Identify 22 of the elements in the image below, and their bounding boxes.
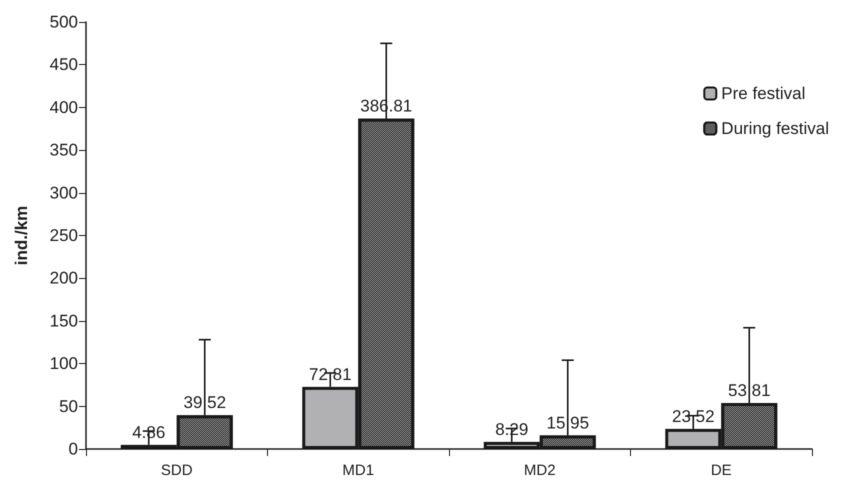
y-tick-label: 200 xyxy=(50,268,78,288)
y-tick-label: 50 xyxy=(59,396,78,416)
y-tick-label: 400 xyxy=(50,98,78,117)
y-tick-label: 150 xyxy=(50,311,78,330)
y-tick-label: 0 xyxy=(68,440,78,458)
y-axis-title: ind./km xyxy=(12,206,31,266)
x-tick-label: DE xyxy=(710,462,732,479)
legend-label: During festival xyxy=(721,119,830,138)
data-label: 72.81 xyxy=(308,364,352,384)
y-tick-label: 450 xyxy=(50,55,78,74)
y-tick-label: 300 xyxy=(50,183,78,202)
y-tick-label: 500 xyxy=(50,12,78,32)
x-tick-label: SDD xyxy=(160,462,193,479)
legend-label: Pre festival xyxy=(721,84,806,103)
x-tick-label: MD1 xyxy=(342,462,374,479)
x-tick-label: MD2 xyxy=(524,462,556,479)
y-tick-label: 100 xyxy=(50,354,78,374)
data-label: 23.52 xyxy=(672,406,715,426)
y-tick-label: 350 xyxy=(50,140,78,160)
data-label: 8.29 xyxy=(495,420,528,439)
data-label: 4.86 xyxy=(132,422,166,442)
y-tick-label: 250 xyxy=(50,226,78,245)
